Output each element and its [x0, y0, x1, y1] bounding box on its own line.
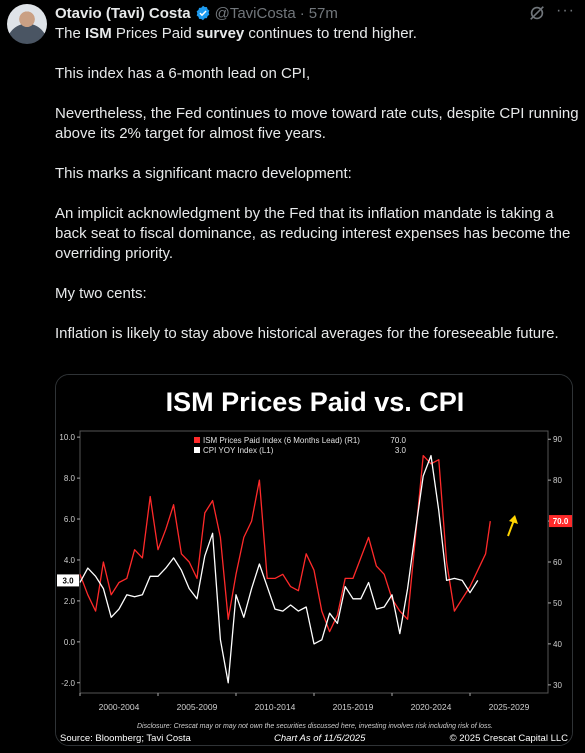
tweet-text: The ISM Prices Paid survey continues to … [55, 24, 580, 344]
right-axis-tick-label: 90 [553, 435, 562, 444]
verified-badge-icon [196, 5, 209, 21]
legend-value: 3.0 [395, 446, 407, 455]
last-value-box-ism [549, 515, 572, 528]
right-axis-tick-label: 40 [553, 640, 562, 649]
chart-title: ISM Prices Paid vs. CPI [166, 387, 465, 417]
right-axis-tick-label: 30 [553, 681, 562, 690]
chart-copyright: © 2025 Crescat Capital LLC [450, 733, 569, 744]
post-time[interactable]: 57m [308, 4, 338, 22]
tweet-paragraph-6: My two cents: [55, 285, 147, 302]
legend-label: CPI YOY Index (L1) [203, 446, 274, 455]
left-axis-tick-label: 6.0 [64, 515, 76, 524]
legend-swatch [194, 447, 200, 453]
left-axis-tick-label: 4.0 [64, 556, 76, 565]
left-axis-tick-label: 0.0 [64, 638, 76, 647]
legend-value: 70.0 [390, 436, 406, 445]
x-axis-tick-label: 2015-2019 [333, 702, 374, 712]
last-value-label-cpi: 3.0 [62, 576, 74, 585]
chart-as-of: Chart As of 11/5/2025 [274, 733, 366, 744]
right-axis-tick-label: 80 [553, 476, 562, 485]
right-axis-tick-label: 60 [553, 558, 562, 567]
annotation-arrow-head [509, 515, 518, 524]
last-value-label-ism: 70.0 [553, 517, 569, 526]
chart-disclaimer: Disclosure: Crescat may or may not own t… [137, 723, 493, 730]
left-axis-tick-label: 8.0 [64, 474, 76, 483]
annotation-arrow-shaft [507, 519, 515, 537]
tweet-paragraph-5: An implicit acknowledgment by the Fed th… [55, 205, 571, 262]
chart-source: Source: Bloomberg; Tavi Costa [60, 733, 191, 744]
legend-label: ISM Prices Paid Index (6 Months Lead) (R… [203, 436, 360, 445]
tweet-paragraph-7: Inflation is likely to stay above histor… [55, 325, 559, 342]
tweet-paragraph-4: This marks a significant macro developme… [55, 165, 352, 182]
last-value-box-cpi [57, 574, 79, 587]
more-icon[interactable]: ··· [556, 2, 575, 19]
tweet-paragraph-3: Nevertheless, the Fed continues to move … [55, 105, 579, 142]
x-axis-tick-label: 2000-2004 [99, 702, 140, 712]
left-axis-tick-label: 10.0 [59, 433, 75, 442]
chart-svg: ISM Prices Paid vs. CPI -2.0 0.0 2.0 4.0 6.0… [56, 375, 572, 745]
chart-image[interactable]: ISM Prices Paid vs. CPI -2.0 0.0 2.0 4.0 6.0… [55, 374, 573, 746]
x-axis-tick-label: 2010-2014 [255, 702, 296, 712]
series-line-ism-prices-paid [79, 454, 491, 633]
author-handle[interactable]: @TaviCosta [214, 4, 296, 22]
series-line-cpi-yoy [79, 454, 479, 684]
x-axis-tick-label: 2025-2029 [489, 702, 530, 712]
author-avatar[interactable] [7, 4, 47, 44]
tweet-header: Otavio (Tavi) Costa @TaviCosta · 57m [55, 4, 338, 22]
tweet-paragraph-1: The ISM Prices Paid survey continues to … [55, 25, 417, 42]
left-axis-tick-label: 2.0 [64, 597, 76, 606]
x-axis-tick-label: 2020-2024 [411, 702, 452, 712]
author-name[interactable]: Otavio (Tavi) Costa [55, 4, 191, 22]
left-axis-tick-label: -2.0 [61, 679, 75, 688]
right-axis-tick-label: 50 [553, 599, 562, 608]
tweet-paragraph-2: This index has a 6-month lead on CPI, [55, 65, 311, 82]
legend-swatch [194, 437, 200, 443]
separator-dot: · [299, 4, 305, 22]
grok-icon[interactable] [528, 4, 546, 22]
x-axis-tick-label: 2005-2009 [177, 702, 218, 712]
